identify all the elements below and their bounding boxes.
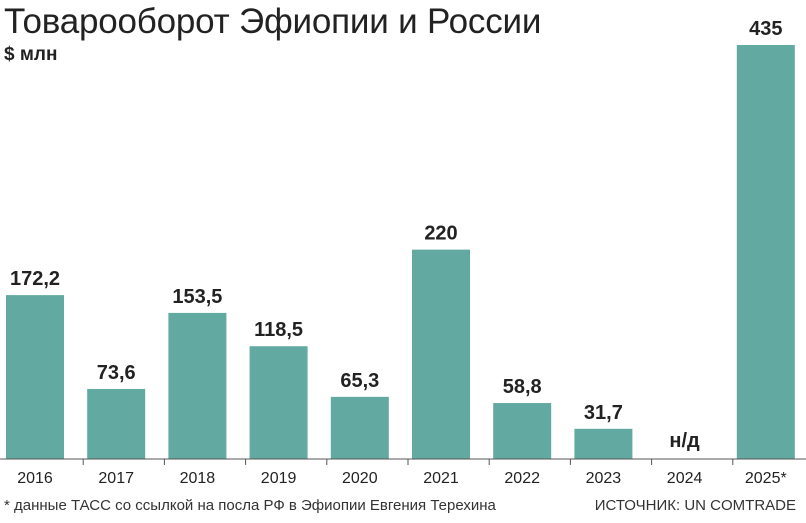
value-label-2018: 153,5 — [172, 286, 222, 308]
value-label-2021: 220 — [424, 223, 457, 245]
value-label-2020: 65,3 — [340, 370, 379, 392]
chart-title: Товарооборот Эфиопии и России — [4, 2, 542, 41]
bar-2016 — [6, 295, 64, 459]
value-label-2017: 73,6 — [97, 362, 136, 384]
bar-2017 — [87, 388, 146, 459]
value-label-2023: 31,7 — [584, 402, 623, 424]
bars-group — [6, 45, 795, 459]
bar-2022 — [493, 403, 552, 459]
value-label-2019: 118,5 — [254, 319, 303, 341]
value-label-2025: 435 — [749, 18, 782, 40]
x-tick-label-2021: 2021 — [423, 470, 459, 487]
x-tick-label-2018: 2018 — [180, 470, 216, 487]
bar-2023 — [574, 428, 633, 459]
bar-2021 — [412, 249, 470, 459]
bar-2020 — [330, 396, 389, 459]
value-label-2024: н/д — [669, 430, 700, 452]
x-tick-label-2020: 2020 — [342, 470, 378, 487]
bar-2025 — [736, 45, 795, 459]
y-axis-unit-label: $ млн — [4, 44, 58, 65]
x-tick-label-2025: 2025* — [745, 470, 787, 487]
value-label-2016: 172,2 — [10, 268, 60, 290]
source-note: ИСТОЧНИК: UN COMTRADE — [594, 497, 796, 514]
x-tick-label-2022: 2022 — [504, 470, 540, 487]
x-tick-label-2024: 2024 — [667, 470, 703, 487]
footnote: * данные ТАСС со ссылкой на посла РФ в Э… — [4, 497, 496, 514]
x-tick-label-2016: 2016 — [17, 470, 53, 487]
value-label-2022: 58,8 — [503, 376, 542, 398]
x-axis-tick-labels-group: 2016 2017 2018 2019 2020 2021 2022 2023 2024 2025… — [17, 470, 787, 487]
x-tick-label-2023: 2023 — [586, 470, 622, 487]
value-labels-group: 172,2 73,6 153,5 118,5 65,3 220 58,8 31,7 н/д 435 — [10, 18, 783, 452]
x-tick-label-2019: 2019 — [261, 470, 297, 487]
x-tick-label-2017: 2017 — [98, 470, 134, 487]
x-axis-ticks-group — [82, 459, 734, 465]
bar-2019 — [249, 346, 308, 459]
bar-2018 — [168, 312, 227, 459]
